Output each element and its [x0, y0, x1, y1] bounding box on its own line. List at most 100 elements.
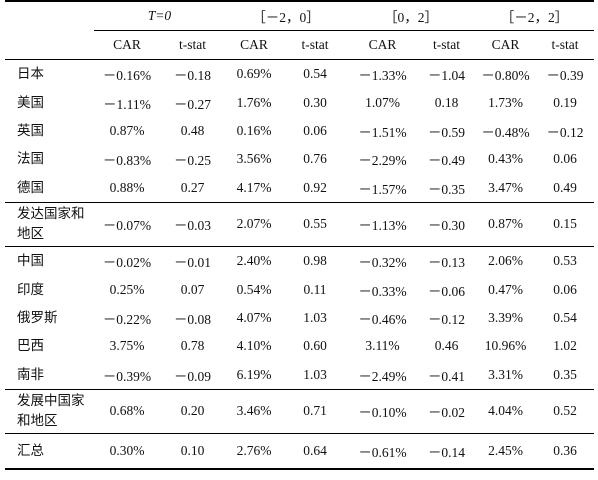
table-row: 美国 －1.11% －0.27 1.76% 0.30 1.07% 0.18 1.… [5, 88, 594, 116]
data-cell: －0.16% [102, 68, 152, 84]
data-cell: －0.02% [94, 245, 160, 276]
data-cell: －0.80% [481, 68, 530, 84]
data-cell: 0.16% [236, 122, 272, 138]
data-cell: 4.04% [475, 388, 536, 434]
data-cell: －0.39% [102, 368, 152, 384]
data-cell: 0.69% [236, 66, 272, 82]
data-cell: 0.35 [553, 366, 577, 382]
data-cell: 4.07% [236, 309, 272, 325]
data-cell: 3.47% [488, 179, 523, 195]
data-cell: 0.55 [283, 201, 347, 247]
table-row: 南非 －0.39% －0.09 6.19% 1.03 －2.49% －0.41 … [5, 361, 594, 390]
data-cell: －0.07% [94, 201, 160, 247]
data-cell: 0.19 [553, 94, 577, 110]
data-cell: 0.10 [160, 432, 225, 470]
data-cell: 0.60 [303, 338, 327, 354]
data-cell: －0.12 [546, 124, 584, 140]
data-cell: －0.41 [427, 368, 466, 384]
data-cell: －0.83% [102, 153, 152, 169]
data-cell: 0.20 [160, 388, 225, 434]
data-cell: 1.76% [236, 94, 272, 110]
data-cell: 0.30 [303, 94, 327, 110]
data-cell: 3.39% [488, 309, 523, 325]
data-cell: －0.27 [173, 96, 212, 112]
data-cell: 0.87% [109, 122, 145, 138]
region-cell: 日本 [17, 66, 44, 82]
data-cell: －0.35 [427, 181, 466, 197]
data-cell: 2.76% [225, 432, 283, 470]
data-cell: 0.92 [303, 179, 327, 195]
data-cell: －0.33% [358, 283, 407, 299]
data-cell: －0.39 [546, 68, 584, 84]
data-cell: 1.03 [303, 309, 327, 325]
col-header: t-stat [418, 30, 475, 60]
data-cell: 0.54 [553, 309, 577, 325]
region-cell: 印度 [17, 281, 44, 297]
data-cell: 0.11 [303, 281, 327, 297]
data-cell: 3.11% [365, 338, 400, 354]
data-cell: 0.06 [553, 151, 577, 167]
data-cell: 0.06 [303, 122, 327, 138]
data-cell: －2.49% [358, 368, 407, 384]
data-cell: －0.08 [173, 311, 212, 327]
data-cell: －0.18 [173, 68, 212, 84]
data-cell: －0.46% [358, 311, 407, 327]
table-row: 中国 －0.02% －0.01 2.40% 0.98 －0.32% －0.13 … [5, 245, 594, 276]
data-cell: －1.51% [358, 124, 407, 140]
col-header: t-stat [160, 30, 225, 60]
region-cell: 法国 [17, 151, 44, 167]
data-cell: －0.06 [427, 283, 466, 299]
data-cell: －1.11% [103, 96, 151, 112]
data-cell: 1.02 [553, 338, 577, 354]
window-header-t0: T=0 [94, 0, 225, 31]
region-cell: 发展中国家和地区 [5, 388, 94, 434]
data-cell: －0.32% [347, 245, 418, 276]
data-cell: －0.02 [418, 388, 475, 434]
data-cell: 2.45% [475, 432, 536, 470]
data-cell: 0.54 [303, 66, 327, 82]
region-cell: 汇总 [5, 432, 94, 470]
data-cell: 0.18 [434, 94, 459, 110]
data-cell: －0.30 [418, 201, 475, 247]
data-cell: 6.19% [236, 366, 272, 382]
data-cell: 0.64 [283, 432, 347, 470]
data-cell: －1.33% [358, 68, 407, 84]
table-row: 日本 －0.16% －0.18 0.69% 0.54 －1.33% －1.04 … [5, 60, 594, 89]
data-cell: 3.56% [236, 151, 272, 167]
data-cell: 0.87% [475, 201, 536, 247]
col-header: CAR [475, 30, 536, 60]
data-cell: －0.59 [427, 124, 466, 140]
region-cell: 英国 [17, 122, 44, 138]
table-row: 法国 －0.83% －0.25 3.56% 0.76 －2.29% －0.49 … [5, 145, 594, 173]
data-cell: －0.12 [427, 311, 466, 327]
col-header: CAR [94, 30, 160, 60]
data-cell: 1.73% [488, 94, 523, 110]
data-cell: 0.53 [536, 245, 594, 276]
region-cell: 德国 [17, 179, 44, 195]
subtotal-row-developed: 发达国家和地区 －0.07% －0.03 2.07% 0.55 －1.13% －… [5, 201, 594, 247]
data-cell: 0.27 [180, 179, 205, 195]
region-cell: 美国 [17, 94, 44, 110]
data-cell: 1.03 [303, 366, 327, 382]
data-cell: 10.96% [484, 338, 527, 354]
col-header: t-stat [283, 30, 347, 60]
data-cell: 0.49 [553, 179, 577, 195]
data-cell: 2.40% [225, 245, 283, 276]
data-cell: 0.78 [180, 338, 205, 354]
data-cell: 0.30% [94, 432, 160, 470]
data-cell: 0.43% [488, 151, 523, 167]
data-cell: 3.46% [225, 388, 283, 434]
car-results-table: T=0 ［－2，0］ ［0，2］ ［－2，2］ CAR t-stat CAR t… [5, 0, 594, 470]
header-row-stats: CAR t-stat CAR t-stat CAR t-stat CAR t-s… [5, 30, 594, 60]
data-cell: 0.36 [536, 432, 594, 470]
data-cell: 0.98 [283, 245, 347, 276]
data-cell: －0.09 [173, 368, 212, 384]
data-cell: 0.48 [180, 122, 205, 138]
data-cell: 0.25% [109, 281, 145, 297]
col-header: CAR [225, 30, 283, 60]
data-cell: 0.52 [536, 388, 594, 434]
region-cell: 巴西 [17, 338, 44, 354]
region-cell: 发达国家和地区 [5, 201, 94, 247]
data-cell: －2.29% [358, 153, 407, 169]
data-cell: 2.06% [475, 245, 536, 276]
